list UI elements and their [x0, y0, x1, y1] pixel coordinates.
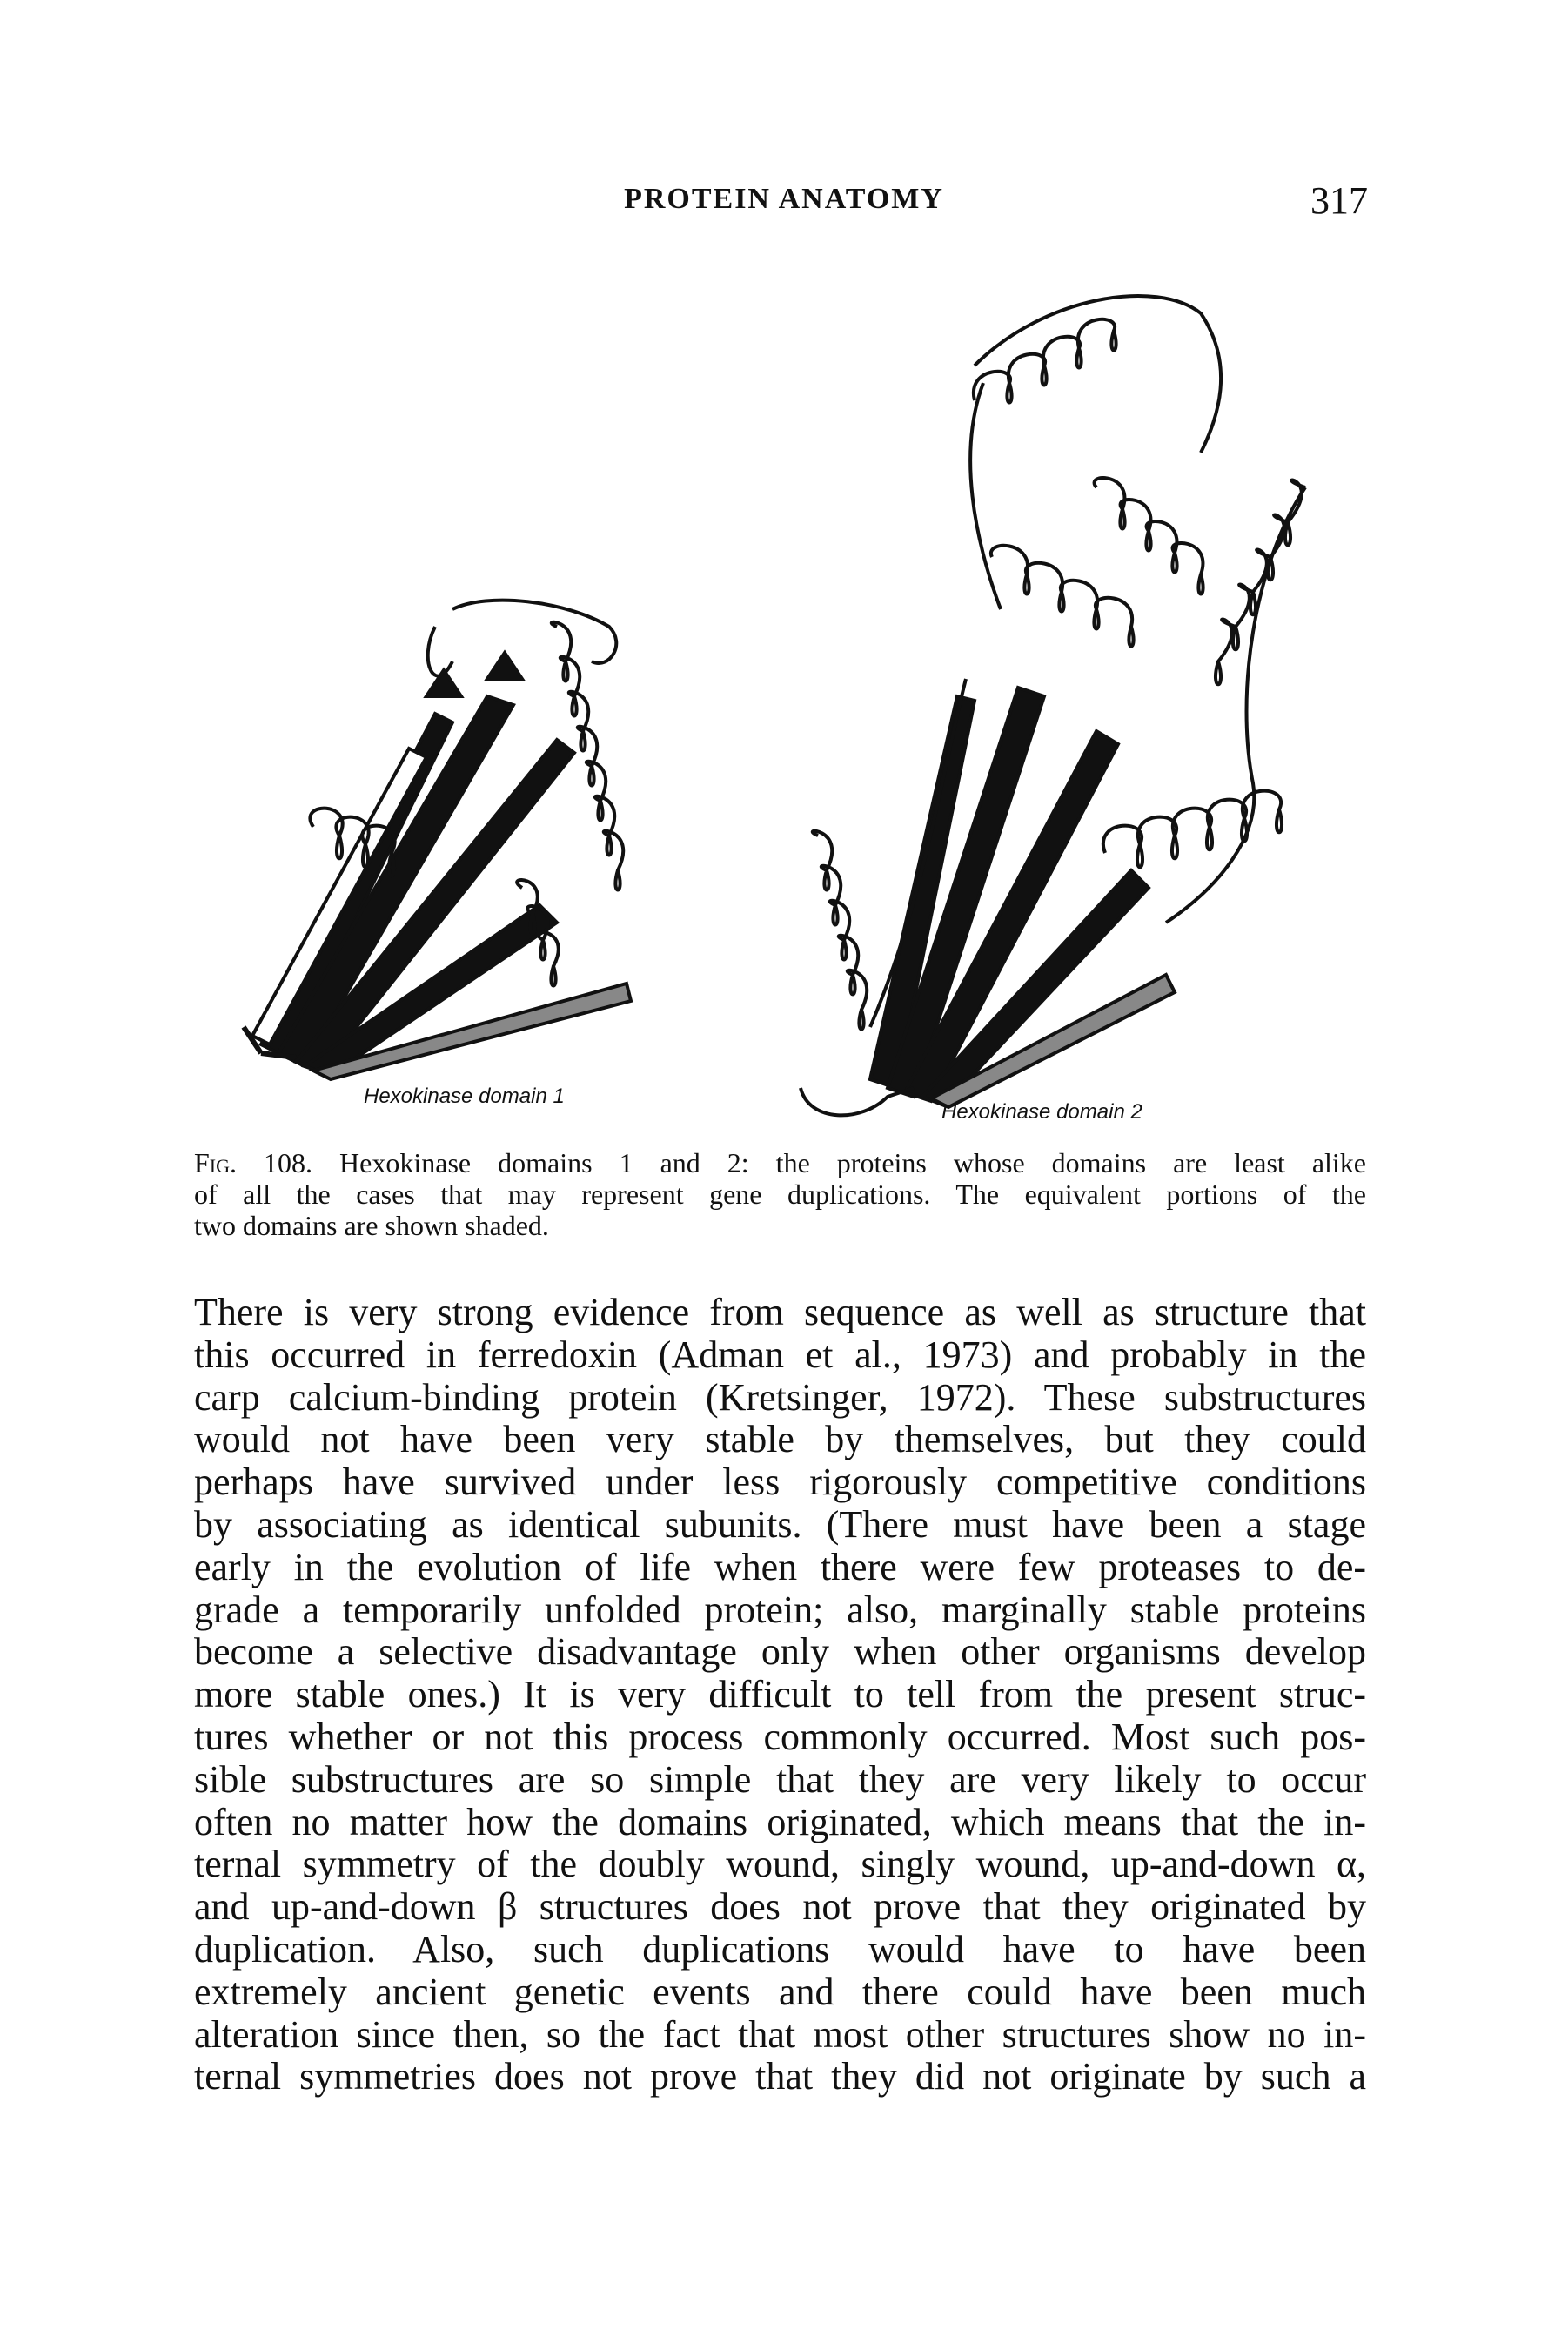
body-line: by associating as identical subunits. (T…: [194, 1502, 1366, 1546]
figure-number: Fig. 108.: [194, 1147, 313, 1178]
body-line: ternal symmetries does not prove that th…: [194, 2055, 1366, 2098]
body-line: alteration since then, so the fact that …: [194, 2012, 1366, 2056]
helix: [1092, 476, 1205, 596]
caption-line: two domains are shown shaded.: [194, 1210, 1366, 1241]
body-line: tures whether or not this process common…: [194, 1715, 1366, 1758]
caption-text: two domains are shown shaded.: [194, 1210, 549, 1241]
helix: [971, 317, 1118, 405]
figure-label: Hexokinase domain 2: [941, 1100, 1142, 1124]
domain-2-ribbon: [799, 294, 1307, 1118]
body-line: often no matter how the domains originat…: [194, 1800, 1366, 1843]
body-line: grade a temporarily unfolded protein; al…: [194, 1588, 1366, 1631]
caption: Fig. 108. Hexokinase domains 1 and 2: th…: [194, 1147, 1366, 1241]
body-line: more stable ones.) It is very difficult …: [194, 1673, 1366, 1716]
body-line: early in the evolution of life when ther…: [194, 1545, 1366, 1588]
caption-text: of all the cases that may represent gene…: [194, 1178, 1366, 1210]
helix: [1213, 478, 1306, 687]
body-line: become a selective disadvantage only whe…: [194, 1630, 1366, 1674]
body-line: ternal symmetry of the doubly wound, sin…: [194, 1843, 1366, 1886]
body-line: carp calcium-binding protein (Kretsinger…: [194, 1375, 1366, 1419]
caption-line: of all the cases that may represent gene…: [194, 1178, 1366, 1210]
helix: [988, 543, 1136, 648]
helix: [308, 806, 397, 878]
body-line: extremely ancient genetic events and the…: [194, 1970, 1366, 2013]
body-line: duplication. Also, such duplications wou…: [194, 1927, 1366, 1971]
caption-line: Fig. 108. Hexokinase domains 1 and 2: th…: [194, 1147, 1366, 1178]
body-text: There is very strong evidence from seque…: [194, 1291, 1366, 2098]
page-number: 317: [1310, 179, 1368, 222]
body-line: perhaps have survived under less rigorou…: [194, 1460, 1366, 1504]
caption-text: Hexokinase domains 1 and 2: the proteins…: [339, 1147, 1367, 1178]
body-line: sible substructures are so simple that t…: [194, 1757, 1366, 1801]
body-line: and up-and-down β structures does not pr…: [194, 1885, 1366, 1929]
helices: [308, 317, 1306, 1031]
body-line: this occurred in ferredoxin (Adman et al…: [194, 1333, 1366, 1376]
helix: [549, 620, 626, 892]
figure-drawing: [241, 294, 1307, 1118]
helix: [810, 829, 869, 1031]
figure-label: Hexokinase domain 1: [364, 1084, 565, 1108]
helix: [515, 878, 560, 988]
running-head: PROTEIN ANATOMY: [624, 183, 944, 215]
body-line: would not have been very stable by thems…: [194, 1418, 1366, 1461]
domain-1-ribbon: [241, 598, 633, 1082]
helix: [1101, 789, 1284, 870]
body-line: There is very strong evidence from seque…: [194, 1291, 1366, 1333]
